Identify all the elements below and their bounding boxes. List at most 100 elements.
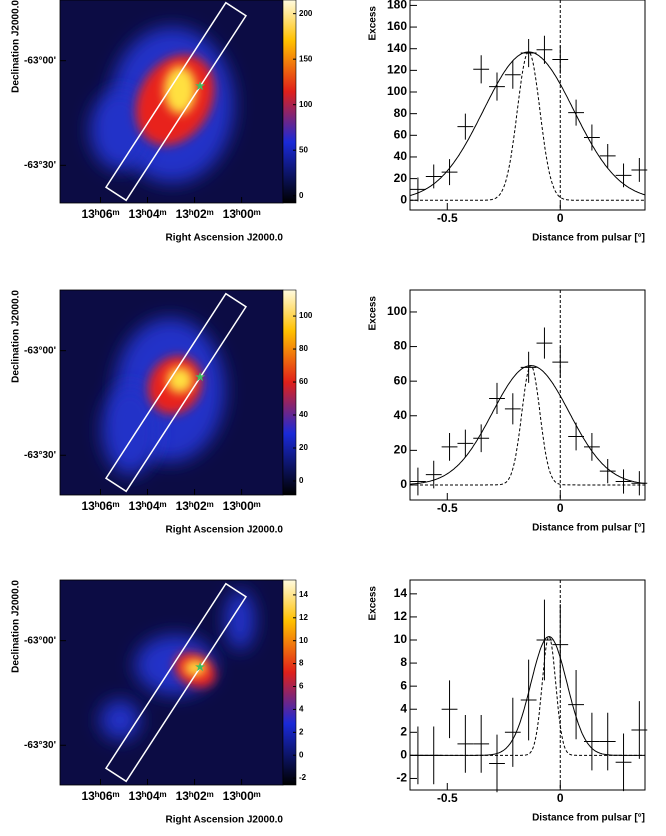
data-point [441,159,458,186]
y-tick-label: 6 [400,678,407,692]
colorbar-tick-label: 8 [299,659,304,668]
data-point [631,158,648,182]
emission [90,90,150,170]
colorbar [282,0,297,204]
y-tick-label: -2 [396,771,407,785]
y-tick-label: 0 [400,477,407,491]
data-point [504,60,521,89]
region-box [104,582,248,783]
data-point [425,164,442,189]
emission-peak [164,66,196,114]
x-tick-label: 13ʰ00ᵐ [223,207,261,221]
y-tick-label: -63°30' [24,740,56,751]
data-point [520,38,537,68]
colorbar-tick-label: 14 [299,590,308,599]
data-point [568,670,584,740]
x-tick-label: -0.5 [437,211,458,225]
y-axis-title: Declination J2000.0 [11,290,22,383]
region-box [104,292,248,493]
y-tick-label: 160 [387,19,407,33]
data-point [473,55,490,84]
data-point [489,72,505,101]
colorbar [282,579,297,786]
fit-curve [410,51,645,201]
colorbar-tick-label: 40 [299,410,308,419]
y-tick-label: 60 [394,373,408,387]
region-box [104,1,248,202]
data-point [504,393,521,425]
data-point [489,734,505,793]
x-tick-label: 13ʰ02ᵐ [176,789,214,803]
plot-frame [409,579,646,791]
y-tick-label: -63°00' [24,345,56,356]
y-tick-label: 10 [394,632,408,646]
data-point [457,429,474,458]
x-tick-label: 0 [557,791,564,805]
y-tick-label: 80 [394,339,408,353]
data-point [599,459,616,484]
sky-map [60,580,283,785]
sky-map [60,290,283,495]
data-point [473,424,490,453]
fit-curve [410,365,646,485]
pulsar-star: ★ [195,371,205,383]
colorbar-tick-label: 80 [299,344,308,353]
y-tick-label: 20 [394,171,408,185]
data-point [473,715,490,773]
colorbar-tick-label: 12 [299,613,308,622]
x-axis-title: Distance from pulsar [°] [532,233,645,244]
data-point [536,599,553,681]
y-tick-label: 180 [387,0,407,12]
data-point [631,701,648,759]
colorbar-tick-label: 2 [299,727,304,736]
emission [225,590,255,650]
x-axis-title: Right Ascension J2000.0 [166,233,284,244]
data-point [552,346,569,378]
y-axis-title: Declination J2000.0 [11,0,22,93]
colorbar-tick-label: 50 [299,145,308,154]
y-tick-label: 12 [394,609,408,623]
colorbar [282,289,297,496]
colorbar-tick-label: 20 [299,443,308,452]
y-tick-label: 140 [387,41,407,55]
data-point [631,471,648,496]
x-tick-label: 13ʰ02ᵐ [176,207,214,221]
x-tick-label: 13ʰ04ᵐ [129,207,167,221]
colorbar-tick-label: 0 [299,750,304,759]
x-tick-label: 13ʰ06ᵐ [82,207,120,221]
colorbar-tick-label: 0 [299,476,304,485]
y-tick-label: 120 [387,63,407,77]
y-tick-label: 80 [394,106,408,120]
y-tick-label: -63°30' [24,450,56,461]
colorbar-tick-label: 4 [299,705,304,714]
pulsar-star: ★ [195,661,205,673]
sky-map [60,0,283,203]
fit-curve [410,365,645,486]
y-tick-label: 0 [400,192,407,206]
y-tick-label: 2 [400,724,407,738]
colorbar-tick-label: 100 [299,311,313,320]
y-tick-label: 100 [387,84,407,98]
x-tick-label: 13ʰ00ᵐ [223,499,261,513]
colorbar-tick-label: 60 [299,377,308,386]
y-tick-label: -63°00' [24,635,56,646]
x-tick-label: 13ʰ02ᵐ [176,499,214,513]
data-point [441,680,458,739]
data-point [536,35,553,64]
x-axis-title: Right Ascension J2000.0 [166,525,284,536]
fit-curve [410,636,645,756]
y-tick-label: 40 [394,149,408,163]
x-tick-label: -0.5 [437,501,458,515]
data-point [425,726,442,785]
data-point [552,604,569,685]
data-point [520,351,537,383]
colorbar-tick-label: 6 [299,682,304,691]
x-axis-title: Distance from pulsar [°] [532,813,645,824]
data-point [583,712,600,771]
data-point [552,45,569,74]
data-point [536,327,553,359]
x-tick-label: 13ʰ06ᵐ [82,789,120,803]
emission-peak [184,660,206,676]
y-axis-title: Excess [368,586,379,621]
